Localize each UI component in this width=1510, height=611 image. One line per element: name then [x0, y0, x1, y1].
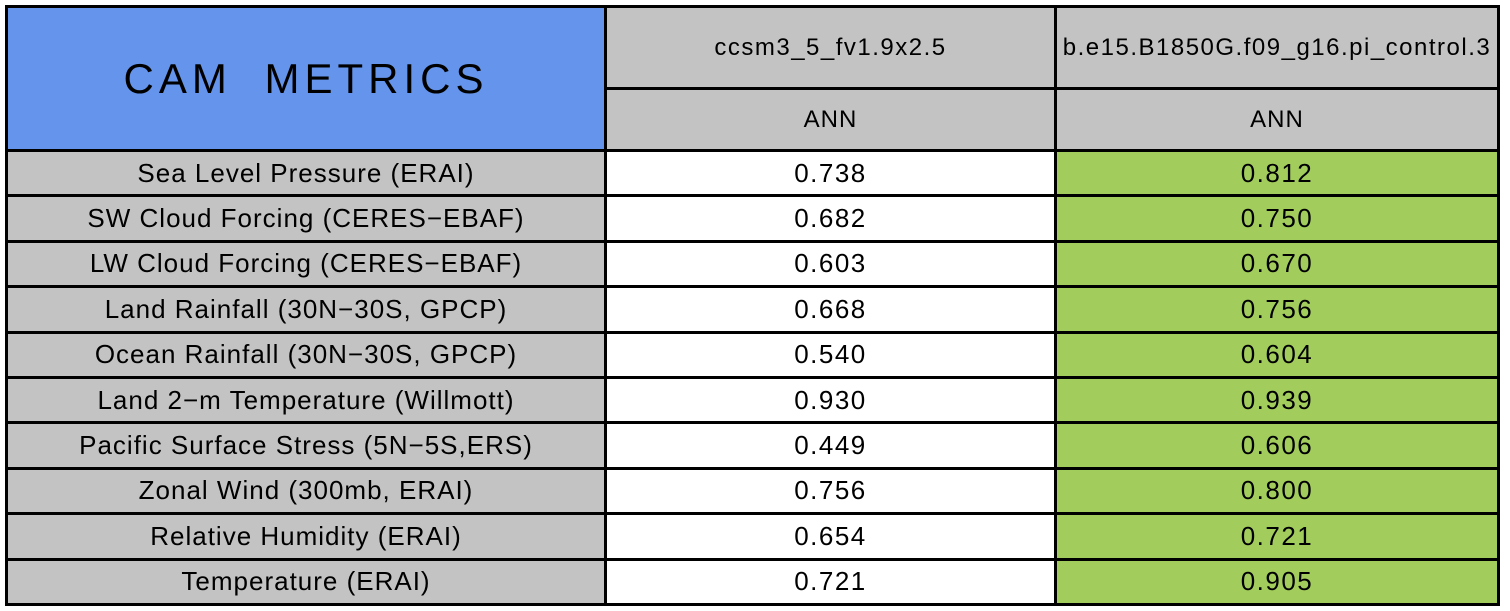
- metric-label-text: Temperature (ERAI): [181, 566, 431, 597]
- column-subheader-season-1-text: ANN: [803, 105, 858, 133]
- cam-metrics-table: CAM METRICS ccsm3_5_fv1.9x2.5 b.e15.B185…: [5, 5, 1500, 606]
- metric-label: Ocean Rainfall (30N−30S, GPCP): [8, 333, 604, 376]
- value-cell-model-2: 0.750: [1057, 197, 1497, 240]
- metric-label: LW Cloud Forcing (CERES−EBAF): [8, 242, 604, 286]
- value-cell-model-1-text: 0.682: [794, 203, 867, 234]
- metric-label-text: LW Cloud Forcing (CERES−EBAF): [89, 248, 523, 279]
- column-subheader-season-2-text: ANN: [1250, 105, 1304, 133]
- metric-label-text: Sea Level Pressure (ERAI): [137, 157, 475, 188]
- value-cell-model-2-text: 0.939: [1240, 384, 1314, 415]
- value-cell-model-1-text: 0.756: [794, 475, 867, 506]
- value-cell-model-1-text: 0.668: [794, 293, 867, 324]
- column-header-model-2-text: b.e15.B1850G.f09_g16.pi_control.3: [1062, 33, 1492, 61]
- value-cell-model-1-text: 0.449: [794, 430, 867, 461]
- value-cell-model-1: 0.738: [607, 152, 1054, 195]
- metric-label: Sea Level Pressure (ERAI): [8, 152, 604, 195]
- value-cell-model-2: 0.905: [1057, 560, 1497, 603]
- value-cell-model-2: 0.606: [1057, 424, 1497, 467]
- value-cell-model-2-text: 0.800: [1240, 475, 1314, 506]
- table-title: CAM METRICS: [123, 54, 489, 102]
- value-cell-model-1: 0.668: [607, 288, 1054, 331]
- table-title-cell: CAM METRICS: [8, 8, 604, 149]
- value-cell-model-1: 0.682: [607, 197, 1054, 240]
- value-cell-model-2-text: 0.604: [1240, 339, 1314, 370]
- value-cell-model-1: 0.603: [607, 242, 1054, 286]
- metric-label: Land Rainfall (30N−30S, GPCP): [8, 288, 604, 331]
- metric-label: Temperature (ERAI): [8, 560, 604, 603]
- value-cell-model-1: 0.449: [607, 424, 1054, 467]
- metric-label: Land 2−m Temperature (Willmott): [8, 378, 604, 422]
- value-cell-model-2: 0.721: [1057, 515, 1497, 558]
- metric-label-text: Pacific Surface Stress (5N−5S,ERS): [79, 430, 533, 461]
- metric-label: SW Cloud Forcing (CERES−EBAF): [8, 197, 604, 240]
- value-cell-model-2-text: 0.750: [1240, 203, 1314, 234]
- metric-label-text: Zonal Wind (300mb, ERAI): [138, 475, 474, 506]
- value-cell-model-2: 0.604: [1057, 333, 1497, 376]
- column-header-model-1-text: ccsm3_5_fv1.9x2.5: [714, 33, 947, 61]
- column-header-model-2: b.e15.B1850G.f09_g16.pi_control.3: [1057, 8, 1497, 87]
- value-cell-model-2: 0.670: [1057, 242, 1497, 286]
- value-cell-model-1: 0.756: [607, 469, 1054, 513]
- column-subheader-season-1: ANN: [607, 90, 1054, 149]
- column-header-model-1: ccsm3_5_fv1.9x2.5: [607, 8, 1054, 87]
- value-cell-model-1-text: 0.654: [794, 520, 867, 551]
- metric-label-text: SW Cloud Forcing (CERES−EBAF): [87, 203, 525, 234]
- value-cell-model-2: 0.800: [1057, 469, 1497, 513]
- metric-label: Zonal Wind (300mb, ERAI): [8, 469, 604, 513]
- metric-label-text: Land 2−m Temperature (Willmott): [97, 384, 515, 415]
- value-cell-model-2-text: 0.670: [1240, 248, 1314, 279]
- column-subheader-season-2: ANN: [1057, 90, 1497, 149]
- value-cell-model-1-text: 0.738: [794, 157, 867, 188]
- metric-label-text: Relative Humidity (ERAI): [150, 520, 462, 551]
- value-cell-model-1: 0.540: [607, 333, 1054, 376]
- value-cell-model-1: 0.930: [607, 378, 1054, 422]
- value-cell-model-2: 0.756: [1057, 288, 1497, 331]
- value-cell-model-2-text: 0.606: [1240, 430, 1314, 461]
- value-cell-model-1: 0.654: [607, 515, 1054, 558]
- value-cell-model-1-text: 0.603: [794, 248, 867, 279]
- value-cell-model-2-text: 0.905: [1240, 566, 1314, 597]
- metric-label-text: Ocean Rainfall (30N−30S, GPCP): [94, 339, 518, 370]
- metric-label-text: Land Rainfall (30N−30S, GPCP): [104, 293, 508, 324]
- value-cell-model-2: 0.812: [1057, 152, 1497, 195]
- value-cell-model-1-text: 0.721: [794, 566, 867, 597]
- metric-label: Relative Humidity (ERAI): [8, 515, 604, 558]
- value-cell-model-1-text: 0.930: [794, 384, 867, 415]
- value-cell-model-2-text: 0.812: [1240, 157, 1314, 188]
- value-cell-model-1-text: 0.540: [794, 339, 867, 370]
- value-cell-model-2-text: 0.721: [1240, 520, 1314, 551]
- value-cell-model-2: 0.939: [1057, 378, 1497, 422]
- value-cell-model-1: 0.721: [607, 560, 1054, 603]
- metric-label: Pacific Surface Stress (5N−5S,ERS): [8, 424, 604, 467]
- value-cell-model-2-text: 0.756: [1240, 293, 1314, 324]
